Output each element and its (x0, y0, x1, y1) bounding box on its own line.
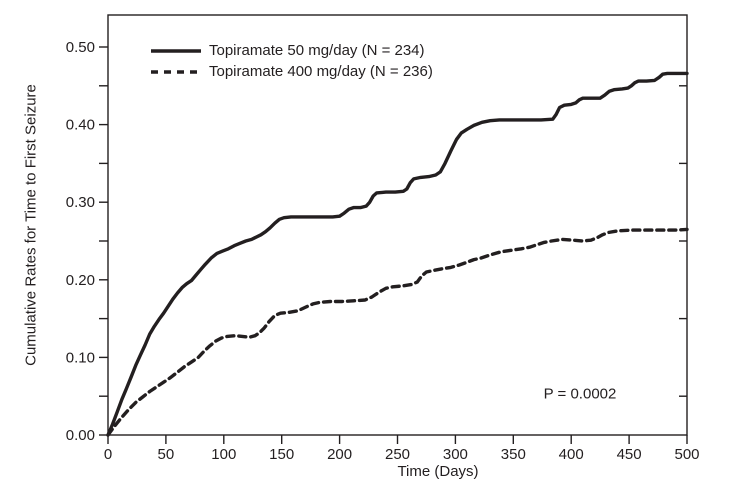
x-tick-label: 400 (559, 446, 584, 463)
y-tick-label: 0.00 (66, 427, 95, 444)
legend-label-topiramate-50: Topiramate 50 mg/day (N = 234) (209, 42, 425, 59)
x-tick-label: 100 (211, 446, 236, 463)
x-tick-label: 450 (617, 446, 642, 463)
x-tick-label: 500 (674, 446, 699, 463)
y-tick-label: 0.30 (66, 194, 95, 211)
legend-label-topiramate-400: Topiramate 400 mg/day (N = 236) (209, 63, 433, 80)
legend-item-topiramate-50: Topiramate 50 mg/day (N = 234) (150, 40, 433, 61)
dashed-line-sample-icon (151, 69, 201, 74)
y-tick-label: 0.20 (66, 272, 95, 289)
p-value-annotation: P = 0.0002 (543, 385, 617, 403)
x-tick-label: 150 (269, 446, 294, 463)
x-tick-label: 250 (385, 446, 410, 463)
y-tick-label: 0.50 (66, 39, 95, 56)
y-axis-title: Cumulative Rates for Time to First Seizu… (22, 84, 40, 366)
x-tick-label: 300 (443, 446, 468, 463)
curve-topiramate-50 (106, 71, 689, 437)
y-tick-label: 0.40 (66, 117, 95, 134)
axes: 0.00 0.10 0.20 0.30 0.40 0.50 0 50 100 150 200 250 3… (66, 39, 700, 463)
solid-line-sample-icon (151, 48, 201, 53)
x-tick-label: 350 (501, 446, 526, 463)
chart-legend: Topiramate 50 mg/day (N = 234) Topiramat… (150, 40, 433, 82)
curve-topiramate-400 (106, 227, 689, 437)
x-tick-label: 50 (158, 446, 175, 463)
x-axis-title: Time (Days) (397, 463, 479, 480)
x-tick-label: 0 (104, 446, 112, 463)
x-tick-label: 200 (327, 446, 352, 463)
y-tick-label: 0.10 (66, 349, 95, 366)
legend-item-topiramate-400: Topiramate 400 mg/day (N = 236) (150, 61, 433, 82)
